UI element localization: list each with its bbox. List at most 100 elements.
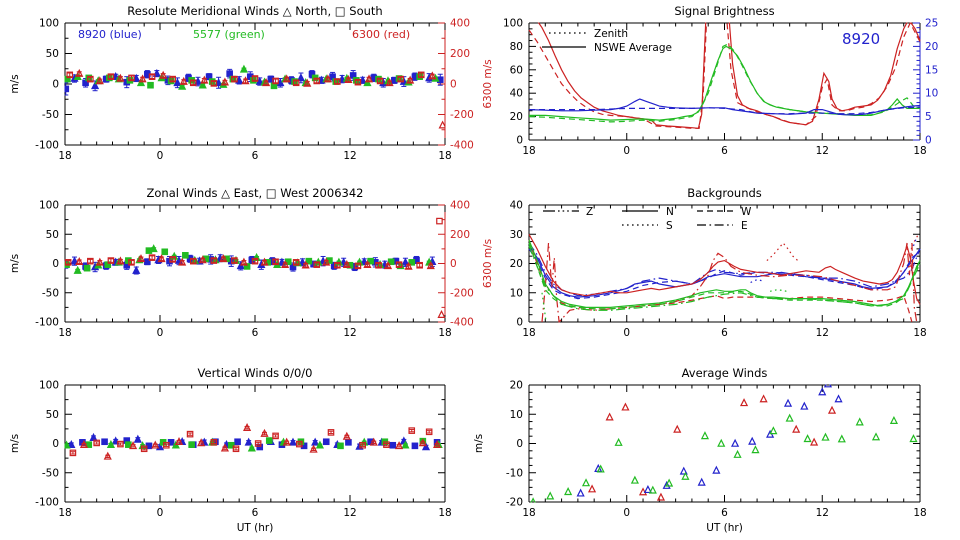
- svg-text:-200: -200: [450, 287, 474, 299]
- svg-text:400: 400: [450, 200, 470, 212]
- svg-text:18: 18: [438, 507, 451, 519]
- svg-text:Resolute Meridional Winds △ No: Resolute Meridional Winds △ North, □ Sou…: [127, 4, 382, 18]
- svg-text:8920: 8920: [842, 30, 880, 48]
- svg-text:m/s: m/s: [9, 434, 21, 453]
- svg-text:Zonal Winds △ East, □ West 200: Zonal Winds △ East, □ West 2006342: [147, 186, 364, 200]
- svg-text:50: 50: [46, 229, 59, 241]
- svg-text:12: 12: [343, 507, 356, 519]
- svg-text:Z: Z: [586, 206, 593, 218]
- svg-text:-400: -400: [450, 140, 474, 152]
- svg-text:-100: -100: [35, 497, 59, 509]
- svg-text:0: 0: [516, 135, 523, 147]
- chart-zonal-winds: 18 0 6 12 18-100-50050100m/s-400-20002004006…: [9, 186, 494, 339]
- svg-text:0: 0: [516, 317, 523, 329]
- svg-text:60: 60: [510, 64, 523, 76]
- svg-text:200: 200: [450, 229, 470, 241]
- svg-text:W: W: [741, 206, 752, 218]
- chart-meridional-winds: 18 0 6 12 18-100-50050100m/s-400-20002004006…: [9, 4, 494, 162]
- svg-text:0: 0: [157, 507, 164, 519]
- svg-text:18: 18: [58, 507, 71, 519]
- svg-text:18: 18: [438, 327, 451, 339]
- svg-text:0: 0: [623, 327, 630, 339]
- svg-text:0: 0: [157, 150, 164, 162]
- svg-text:12: 12: [343, 150, 356, 162]
- svg-text:Signal Brightness: Signal Brightness: [674, 4, 774, 18]
- svg-text:6300 (red): 6300 (red): [352, 28, 410, 41]
- svg-text:12: 12: [816, 145, 829, 157]
- svg-text:12: 12: [816, 327, 829, 339]
- svg-text:5577 (green): 5577 (green): [193, 28, 265, 41]
- svg-text:UT (hr): UT (hr): [706, 522, 743, 534]
- svg-text:Zenith: Zenith: [594, 28, 628, 40]
- svg-text:100: 100: [503, 18, 523, 30]
- svg-text:S: S: [666, 220, 673, 232]
- svg-text:20: 20: [925, 41, 938, 53]
- svg-text:25: 25: [925, 18, 938, 30]
- svg-text:20: 20: [510, 111, 523, 123]
- svg-text:6: 6: [252, 507, 259, 519]
- svg-text:6: 6: [721, 145, 728, 157]
- svg-text:0: 0: [623, 507, 630, 519]
- svg-text:18: 18: [438, 150, 451, 162]
- svg-text:0: 0: [450, 258, 457, 270]
- svg-text:0: 0: [925, 135, 932, 147]
- svg-text:-20: -20: [506, 497, 523, 509]
- svg-text:0: 0: [450, 79, 457, 91]
- svg-text:18: 18: [913, 327, 926, 339]
- svg-text:Vertical Winds 0/0/0: Vertical Winds 0/0/0: [198, 366, 313, 380]
- svg-text:12: 12: [343, 327, 356, 339]
- svg-text:100: 100: [39, 380, 59, 392]
- svg-text:-10: -10: [506, 467, 523, 479]
- svg-text:-50: -50: [42, 287, 59, 299]
- svg-text:-100: -100: [35, 140, 59, 152]
- svg-text:0: 0: [52, 79, 59, 91]
- svg-text:UT (hr): UT (hr): [237, 522, 274, 534]
- svg-text:6: 6: [721, 327, 728, 339]
- svg-text:6300 m/s: 6300 m/s: [482, 239, 494, 288]
- svg-text:100: 100: [39, 200, 59, 212]
- svg-text:6300 m/s: 6300 m/s: [482, 59, 494, 108]
- svg-text:-50: -50: [42, 467, 59, 479]
- svg-text:100: 100: [39, 18, 59, 30]
- svg-text:10: 10: [510, 287, 523, 299]
- svg-text:50: 50: [46, 48, 59, 60]
- svg-text:m/s: m/s: [9, 254, 21, 273]
- svg-text:-400: -400: [450, 317, 474, 329]
- svg-text:20: 20: [510, 380, 523, 392]
- svg-text:0: 0: [157, 327, 164, 339]
- svg-text:15: 15: [925, 64, 938, 76]
- svg-text:6: 6: [252, 150, 259, 162]
- svg-text:10: 10: [510, 409, 523, 421]
- svg-text:-200: -200: [450, 109, 474, 121]
- svg-text:Backgrounds: Backgrounds: [687, 186, 762, 200]
- svg-text:18: 18: [913, 507, 926, 519]
- svg-text:18: 18: [522, 145, 535, 157]
- svg-text:20: 20: [510, 258, 523, 270]
- svg-text:0: 0: [52, 258, 59, 270]
- svg-text:18: 18: [58, 327, 71, 339]
- svg-text:18: 18: [913, 145, 926, 157]
- svg-text:40: 40: [510, 88, 523, 100]
- svg-text:50: 50: [46, 409, 59, 421]
- svg-text:8920 (blue): 8920 (blue): [78, 28, 142, 41]
- svg-text:30: 30: [510, 229, 523, 241]
- svg-text:5: 5: [925, 111, 932, 123]
- svg-text:E: E: [741, 220, 748, 232]
- svg-text:40: 40: [510, 200, 523, 212]
- svg-text:-100: -100: [35, 317, 59, 329]
- svg-text:N: N: [666, 206, 674, 218]
- svg-text:0: 0: [623, 145, 630, 157]
- svg-text:-50: -50: [42, 109, 59, 121]
- svg-text:400: 400: [450, 18, 470, 30]
- svg-text:18: 18: [522, 327, 535, 339]
- svg-text:200: 200: [450, 48, 470, 60]
- svg-text:m/s: m/s: [473, 434, 485, 453]
- svg-text:12: 12: [816, 507, 829, 519]
- svg-text:0: 0: [516, 438, 523, 450]
